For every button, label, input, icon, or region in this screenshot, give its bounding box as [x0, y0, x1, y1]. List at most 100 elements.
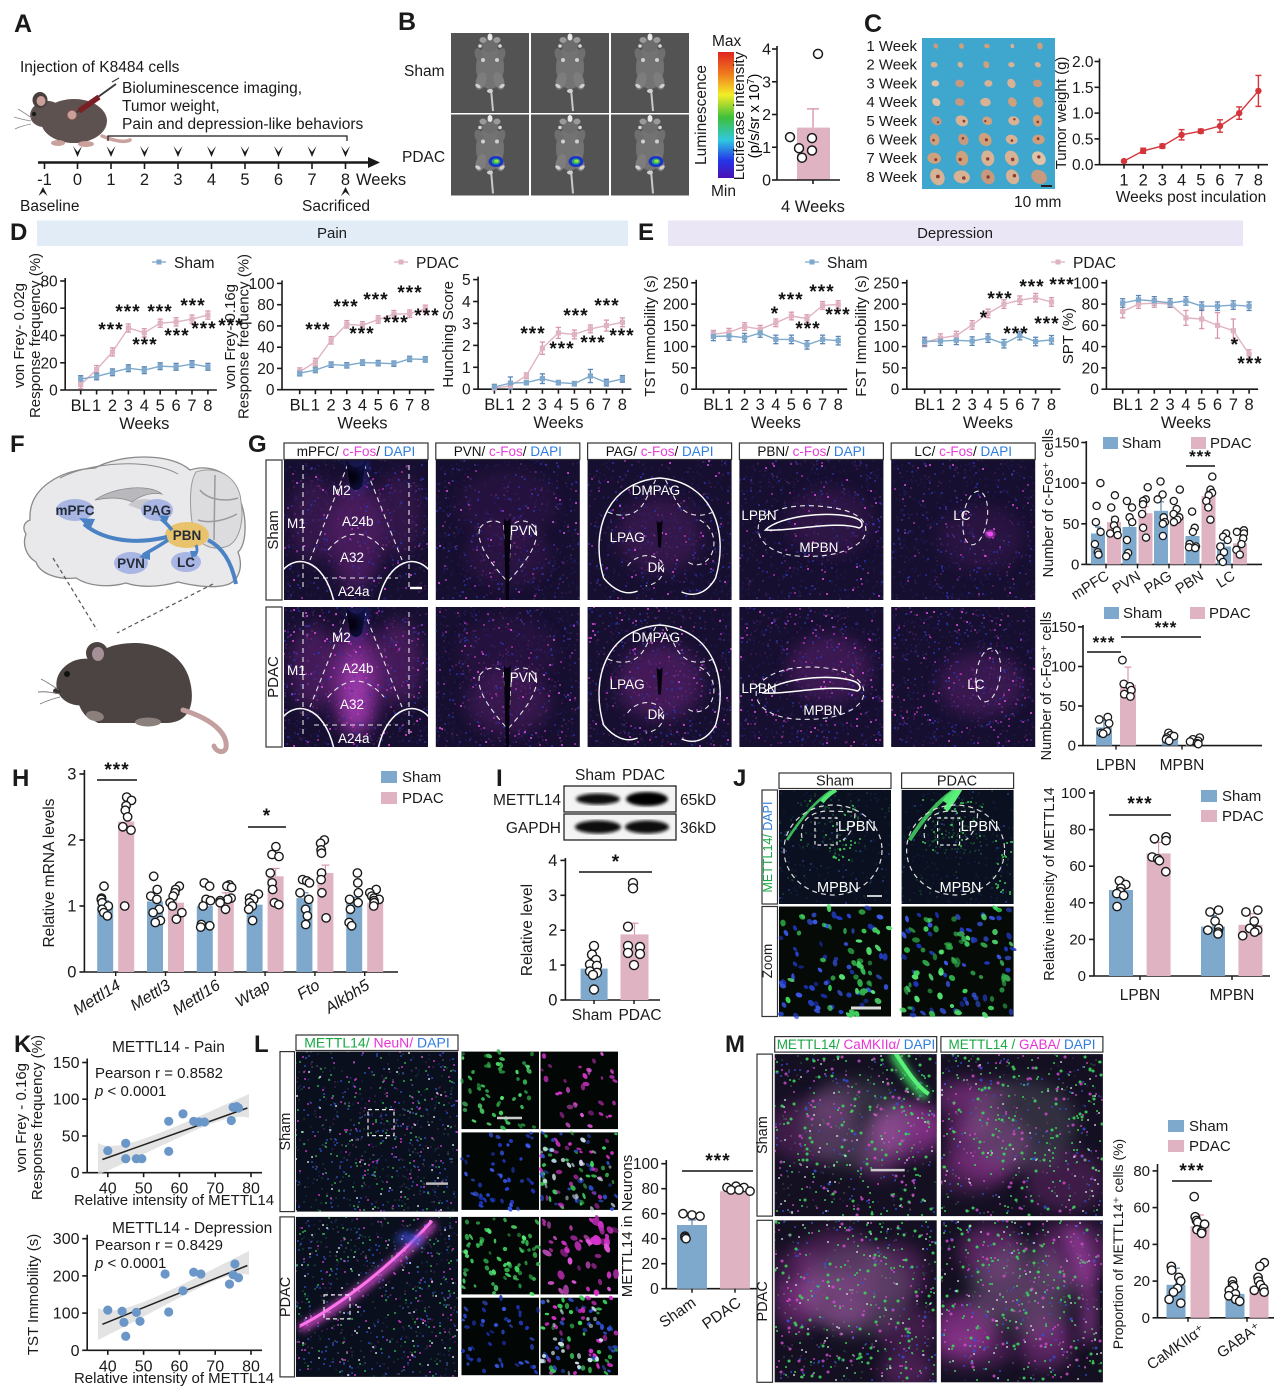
svg-text:***: ***: [180, 296, 205, 317]
svg-text:1: 1: [92, 397, 101, 415]
svg-text:PDAC: PDAC: [1209, 605, 1251, 622]
svg-text:5 Week: 5 Week: [866, 113, 917, 130]
svg-text:Sham: Sham: [265, 510, 282, 549]
svg-text:0: 0: [71, 1165, 80, 1182]
svg-text:2: 2: [522, 396, 531, 414]
svg-text:A24b: A24b: [342, 514, 374, 529]
svg-text:6: 6: [1015, 396, 1024, 414]
svg-text:Injection of K8484 cells: Injection of K8484 cells: [20, 59, 180, 76]
svg-text:70: 70: [206, 1181, 224, 1198]
svg-text:2: 2: [1150, 396, 1159, 414]
svg-text:PVN: PVN: [117, 556, 145, 571]
svg-text:Sham: Sham: [1123, 605, 1162, 622]
svg-text:Min: Min: [711, 183, 736, 200]
svg-text:E: E: [638, 219, 654, 246]
svg-text:150: 150: [873, 318, 899, 335]
svg-text:1: 1: [106, 171, 115, 189]
svg-text:***: ***: [549, 339, 574, 360]
svg-text:PDAC: PDAC: [755, 1281, 771, 1321]
svg-text:0: 0: [1071, 556, 1079, 573]
svg-text:40: 40: [40, 328, 58, 345]
svg-text:2: 2: [740, 396, 749, 414]
svg-text:Sham: Sham: [827, 255, 868, 272]
svg-text:50: 50: [135, 1358, 153, 1375]
svg-text:M1: M1: [287, 516, 306, 531]
svg-text:1: 1: [762, 140, 771, 157]
svg-text:0: 0: [462, 382, 471, 399]
svg-text:***: ***: [397, 283, 422, 304]
svg-text:0.5: 0.5: [1072, 131, 1094, 148]
svg-text:40: 40: [642, 1231, 660, 1248]
svg-text:B: B: [398, 8, 416, 36]
svg-text:***: ***: [191, 319, 216, 340]
svg-text:6 Week: 6 Week: [866, 132, 917, 149]
svg-text:***: ***: [147, 302, 172, 323]
svg-text:8: 8: [1254, 172, 1263, 190]
svg-text:0.0: 0.0: [1072, 157, 1094, 174]
svg-text:1: 1: [548, 957, 557, 975]
svg-text:50: 50: [62, 1129, 80, 1146]
svg-text:6: 6: [389, 397, 398, 415]
svg-text:MPBN: MPBN: [803, 703, 842, 718]
svg-text:1 Week: 1 Week: [866, 38, 917, 55]
svg-text:(p/s/sr x 107): (p/s/sr x 107): [746, 74, 763, 159]
svg-text:8: 8: [1245, 396, 1254, 414]
svg-text:50: 50: [135, 1181, 153, 1198]
svg-text:5: 5: [374, 397, 383, 415]
svg-text:M1: M1: [287, 663, 306, 678]
svg-text:4 Weeks: 4 Weeks: [781, 198, 845, 216]
svg-text:0: 0: [891, 382, 900, 399]
svg-text:L: L: [254, 1031, 269, 1058]
svg-text:2: 2: [548, 922, 557, 940]
svg-text:Luminescence: Luminescence: [693, 65, 710, 165]
svg-text:2: 2: [108, 397, 117, 415]
svg-text:6: 6: [274, 171, 283, 189]
svg-text:Relative mRNA levels: Relative mRNA levels: [41, 798, 58, 947]
svg-text:20: 20: [1133, 1273, 1150, 1290]
svg-text:20: 20: [642, 1256, 660, 1273]
svg-text:80: 80: [1133, 1163, 1150, 1180]
svg-text:***: ***: [104, 760, 129, 781]
svg-text:6: 6: [1213, 396, 1222, 414]
svg-text:60: 60: [171, 1358, 189, 1375]
svg-text:METTL14 in Neurons: METTL14 in Neurons: [619, 1155, 636, 1298]
svg-text:***: ***: [609, 326, 634, 347]
svg-text:Bioluminescence imaging,: Bioluminescence imaging,: [122, 80, 302, 97]
svg-text:60: 60: [257, 318, 275, 335]
svg-text:2: 2: [952, 396, 961, 414]
svg-text:***: ***: [349, 324, 374, 345]
svg-text:PDAC: PDAC: [416, 255, 459, 272]
svg-text:1.5: 1.5: [1072, 80, 1094, 97]
svg-text:***: ***: [580, 333, 605, 354]
svg-text:3 Week: 3 Week: [866, 75, 917, 92]
svg-text:***: ***: [333, 297, 358, 318]
svg-text:***: ***: [363, 290, 388, 311]
svg-text:***: ***: [795, 319, 820, 340]
svg-text:A24b: A24b: [342, 661, 374, 676]
svg-text:100: 100: [1051, 659, 1076, 676]
svg-text:100: 100: [1073, 275, 1099, 292]
svg-text:20: 20: [1069, 931, 1086, 948]
svg-text:PDAC: PDAC: [1073, 255, 1116, 272]
svg-text:A32: A32: [340, 550, 364, 565]
svg-text:1: 1: [1134, 396, 1143, 414]
svg-text:***: ***: [1179, 1161, 1204, 1182]
svg-text:1: 1: [311, 397, 320, 415]
svg-text:5: 5: [1197, 396, 1206, 414]
svg-text:Relative intensity of METTL14: Relative intensity of METTL14: [1042, 787, 1058, 980]
svg-text:60: 60: [40, 301, 58, 318]
svg-text:BL: BL: [71, 397, 91, 415]
svg-text:4: 4: [548, 852, 557, 870]
svg-text:60: 60: [1082, 318, 1100, 335]
svg-text:***: ***: [1189, 447, 1212, 466]
svg-text:Weeks: Weeks: [751, 414, 801, 432]
svg-text:0: 0: [548, 992, 557, 1010]
svg-text:BL: BL: [703, 396, 723, 414]
svg-text:2: 2: [762, 107, 771, 124]
svg-text:20: 20: [1082, 360, 1100, 377]
svg-text:MPBN: MPBN: [799, 540, 838, 555]
svg-text:H: H: [12, 765, 29, 792]
svg-text:1: 1: [506, 396, 515, 414]
svg-text:*: *: [1231, 335, 1239, 356]
svg-text:1: 1: [936, 396, 945, 414]
